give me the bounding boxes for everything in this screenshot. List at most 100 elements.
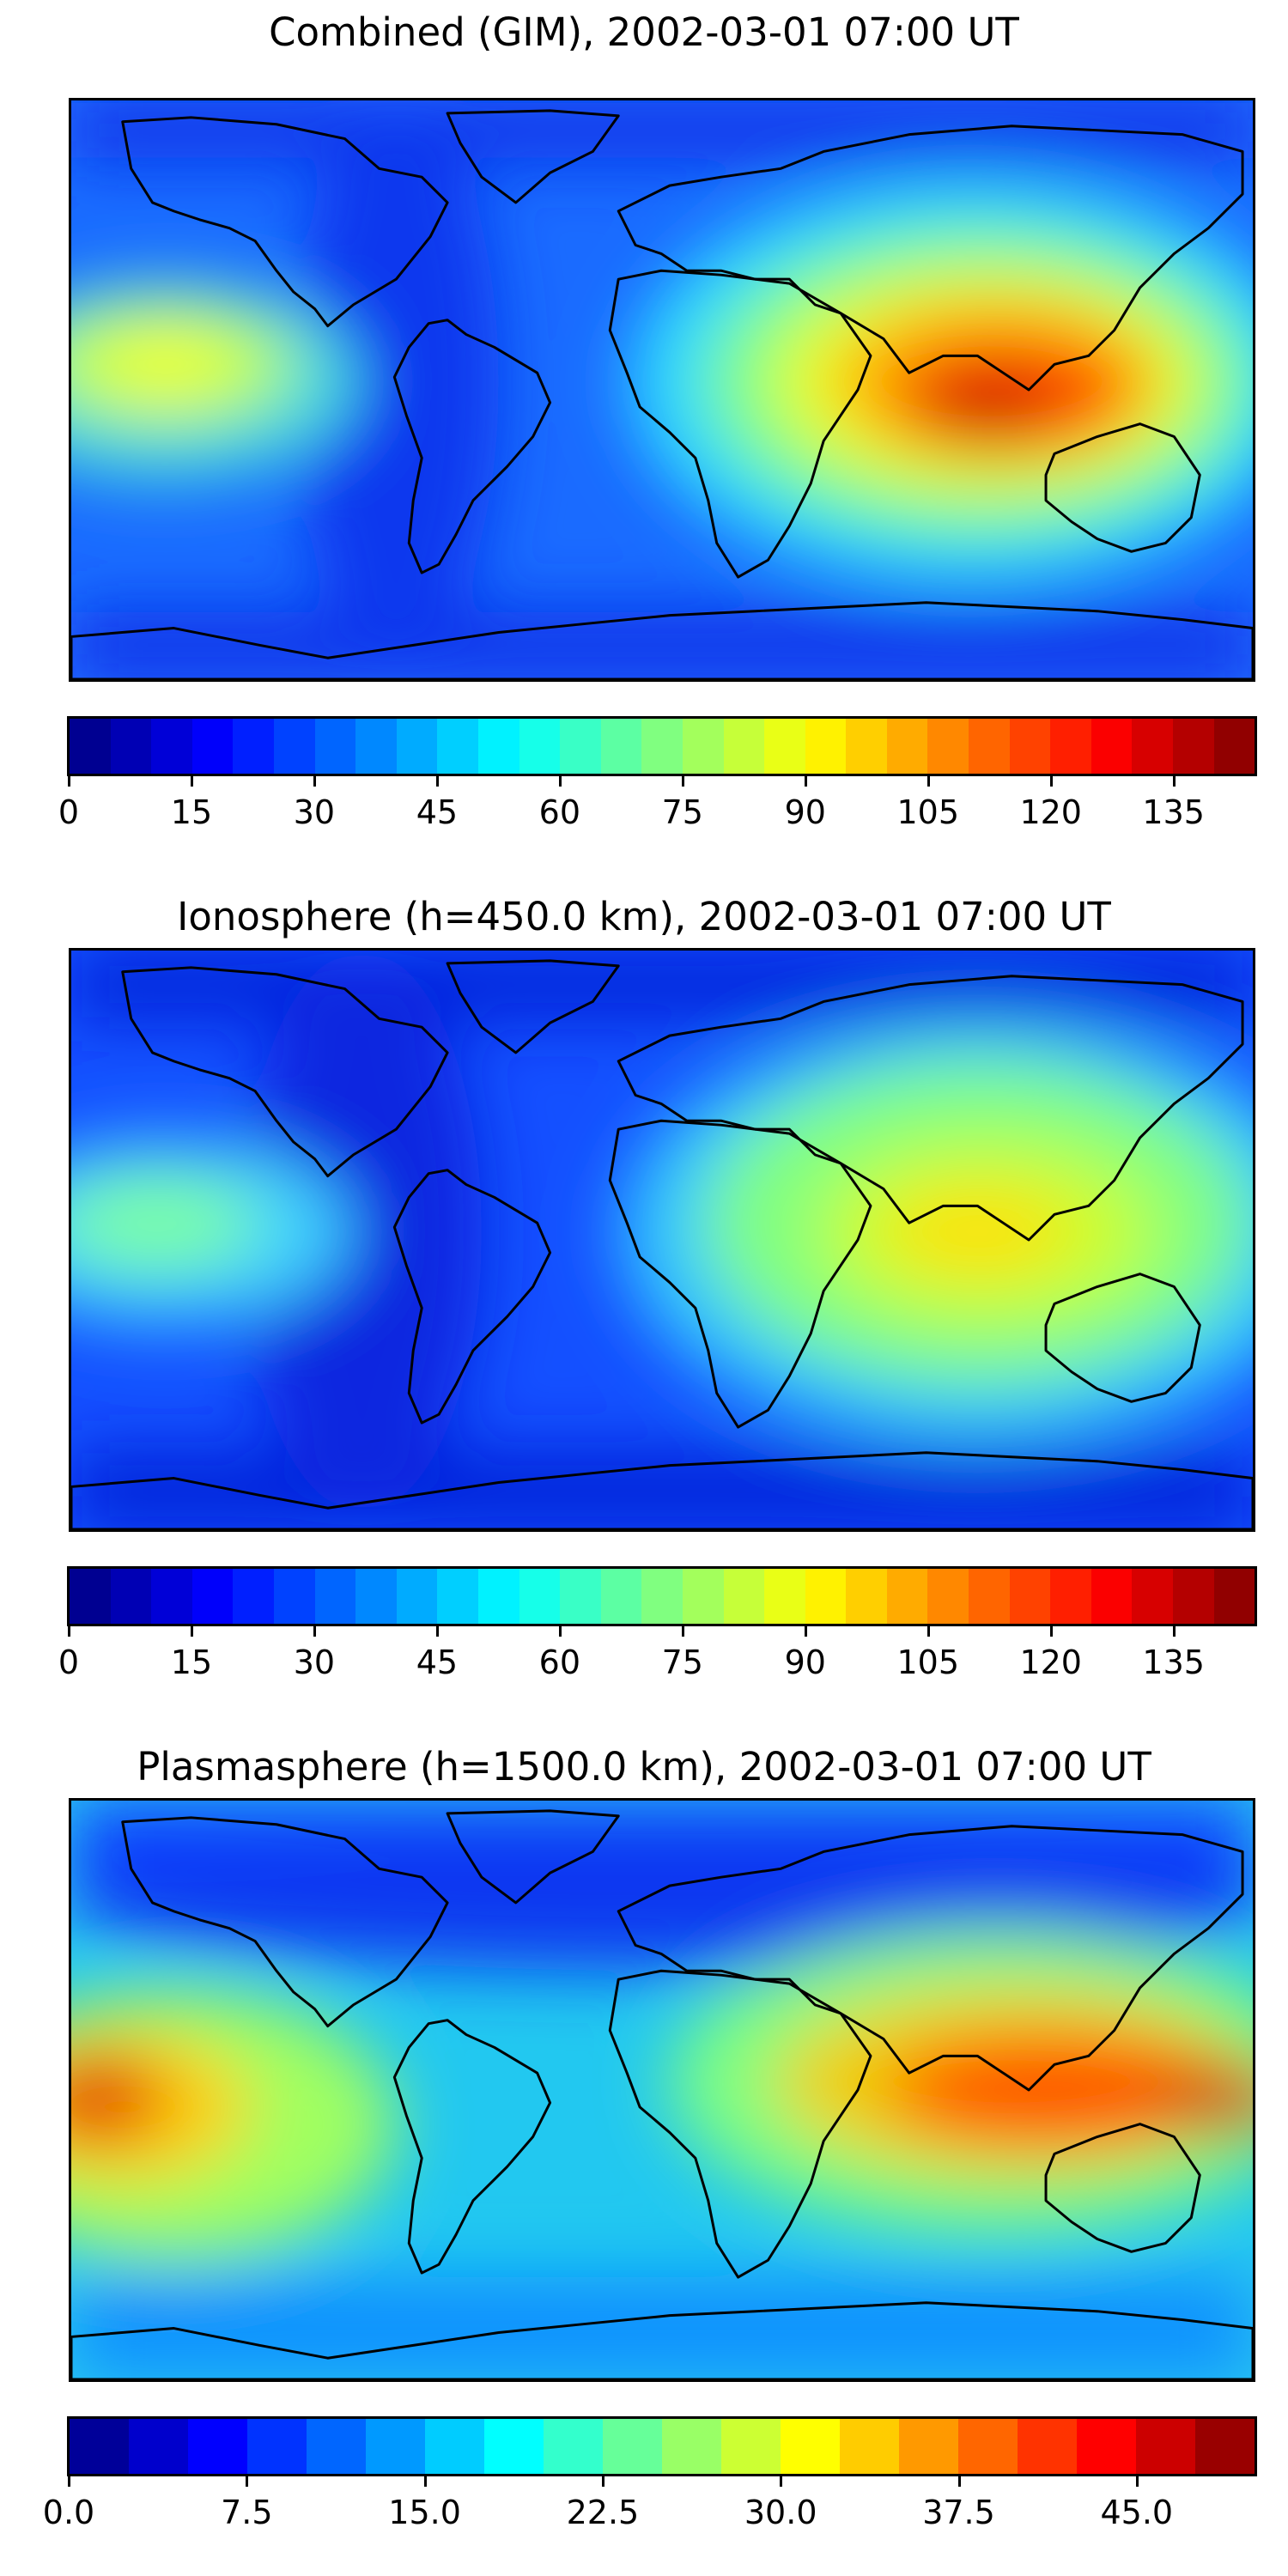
colorbar-tick-label: 90 (784, 793, 826, 831)
colorbar-segment (396, 719, 438, 774)
colorbar-segment (927, 1569, 969, 1624)
colorbar-segment (840, 2419, 899, 2474)
colorbar-segment (641, 1569, 683, 1624)
colorbar-segment (846, 719, 887, 774)
colorbar-segment (477, 719, 519, 774)
colorbar-tick-label: 37.5 (922, 2494, 995, 2531)
colorbar-tick-label: 105 (896, 1643, 960, 1681)
colorbar-segment (188, 2419, 247, 2474)
colorbar-tick-label: 30 (293, 1643, 336, 1681)
colorbar-segment (600, 719, 642, 774)
colorbar-segment (1009, 1569, 1051, 1624)
colorbar-tick-label: 135 (1142, 793, 1205, 831)
colorbar-segment (1213, 719, 1255, 774)
colorbar-segment (1173, 1569, 1214, 1624)
colorbar-tick-mark (1172, 1626, 1176, 1637)
colorbar-tick-mark (1135, 2476, 1139, 2487)
colorbar-segment (560, 719, 601, 774)
colorbar-tick-label: 7.5 (221, 2494, 273, 2531)
colorbar-segment (425, 2419, 484, 2474)
colorbar-segment (927, 719, 969, 774)
colorbar-tick-label: 135 (1142, 1643, 1205, 1681)
colorbar-tick-mark (190, 1626, 193, 1637)
colorbar-tick-mark (246, 2476, 249, 2487)
map-ionosphere (69, 948, 1255, 1532)
colorbar-tick-mark (957, 2476, 961, 2487)
colorbar-tick-mark (1049, 1626, 1053, 1637)
colorbar-segment (1132, 719, 1174, 774)
colorbar-segment (969, 1569, 1010, 1624)
colorbar-segment (273, 1569, 315, 1624)
colorbar-tick-mark (927, 1626, 930, 1637)
colorbar-segment (805, 719, 847, 774)
colorbar-tick-mark (68, 776, 70, 787)
colorbar-segment (273, 719, 315, 774)
colorbar-tick-label: 120 (1019, 1643, 1082, 1681)
colorbar-segment (886, 719, 928, 774)
colorbar-tick-mark (804, 1626, 807, 1637)
colorbar-plasmasphere (67, 2416, 1257, 2476)
colorbar-tick-mark (804, 776, 807, 787)
colorbar-segment (70, 2419, 129, 2474)
colorbar-segment (1132, 1569, 1174, 1624)
colorbar-segment (682, 719, 724, 774)
colorbar-tick-label: 75 (661, 793, 703, 831)
map-combined (69, 98, 1255, 682)
colorbar-segment (1050, 719, 1091, 774)
colorbar-tick-mark (558, 776, 562, 787)
colorbar-segment (764, 719, 805, 774)
colorbar-segment (600, 1569, 642, 1624)
colorbar-segment (1018, 2419, 1077, 2474)
colorbar-tick-mark (313, 776, 316, 787)
colorbar-segment (1195, 2419, 1255, 2474)
colorbar-tick-label: 30 (293, 793, 336, 831)
colorbar-segment (129, 2419, 188, 2474)
colorbar-segment (899, 2419, 958, 2474)
colorbar-tick-label: 0 (58, 793, 80, 831)
colorbar-tick-label: 0.0 (42, 2494, 95, 2531)
colorbar-segment (544, 2419, 603, 2474)
colorbar-tick-mark (601, 2476, 605, 2487)
colorbar-segment (958, 2419, 1018, 2474)
colorbar-ticks-combined: 0 15 30 45 60 75 90 105 120 135 (58, 776, 1255, 831)
colorbar-segment (110, 1569, 152, 1624)
colorbar-segment (307, 2419, 366, 2474)
colorbar-segment (1136, 2419, 1195, 2474)
colorbar-tick-mark (435, 776, 439, 787)
colorbar-segment (1213, 1569, 1255, 1624)
colorbar-segment (603, 2419, 662, 2474)
colorbar-tick-mark (780, 2476, 783, 2487)
panel-title-ionosphere: Ionosphere (h=450.0 km), 2002-03-01 07:0… (177, 894, 1111, 939)
colorbar-segment (721, 2419, 781, 2474)
colorbar-tick-mark (313, 1626, 316, 1637)
colorbar-tick-mark (558, 1626, 562, 1637)
colorbar-tick-mark (1172, 776, 1176, 787)
colorbar-segment (1050, 1569, 1091, 1624)
colorbar-segment (1091, 1569, 1133, 1624)
colorbar-tick-label: 75 (661, 1643, 703, 1681)
colorbar-segment (437, 719, 478, 774)
colorbar-combined (67, 716, 1257, 776)
colorbar-segment (641, 719, 683, 774)
colorbar-segment (764, 1569, 805, 1624)
colorbar-segment (1077, 2419, 1136, 2474)
map-plasmasphere (69, 1798, 1255, 2382)
colorbar-segment (805, 1569, 847, 1624)
colorbar-segment (151, 1569, 192, 1624)
colorbar-segment (70, 1569, 111, 1624)
colorbar-tick-label: 0 (58, 1643, 80, 1681)
colorbar-segment (314, 1569, 356, 1624)
colorbar-segment (70, 719, 111, 774)
colorbar-segment (1009, 719, 1051, 774)
colorbar-segment (846, 1569, 887, 1624)
colorbar-ticks-plasmasphere: 0.0 7.5 15.0 22.5 30.0 37.5 45.0 (43, 2476, 1255, 2531)
colorbar-segment (247, 2419, 307, 2474)
colorbar-segment (662, 2419, 721, 2474)
colorbar-tick-mark (68, 1626, 70, 1637)
colorbar-tick-mark (68, 2476, 70, 2487)
colorbar-segment (233, 1569, 274, 1624)
colorbar-segment (191, 1569, 234, 1624)
colorbar-tick-label: 105 (896, 793, 960, 831)
colorbar-ticks-ionosphere: 0 15 30 45 60 75 90 105 120 135 (58, 1626, 1255, 1681)
panel-title-plasmasphere: Plasmasphere (h=1500.0 km), 2002-03-01 0… (137, 1744, 1151, 1789)
